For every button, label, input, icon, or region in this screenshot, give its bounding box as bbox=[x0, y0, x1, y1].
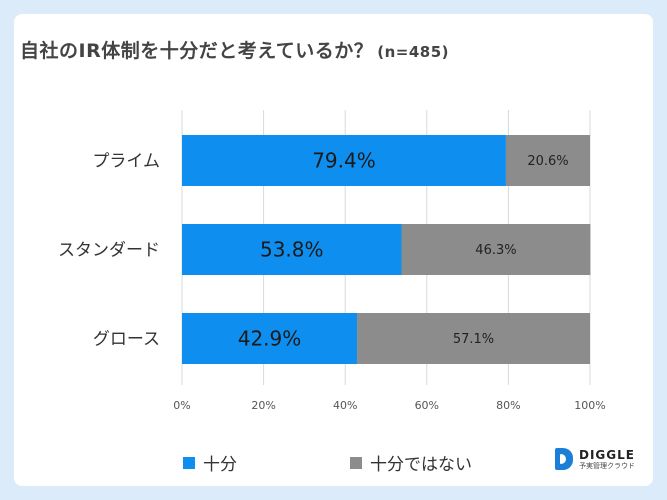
sample-size: (n=485) bbox=[377, 43, 450, 61]
bar-segment bbox=[357, 313, 590, 364]
legend-label-enough: 十分 bbox=[203, 455, 237, 475]
legend-item-not-enough: 十分ではない bbox=[350, 450, 472, 475]
data-label: 46.3% bbox=[475, 243, 516, 258]
x-tick-label: 100% bbox=[574, 399, 605, 412]
bar-segment bbox=[401, 224, 591, 275]
x-tick-label: 40% bbox=[333, 399, 357, 412]
x-tick-label: 80% bbox=[496, 399, 520, 412]
data-label: 79.4% bbox=[312, 149, 376, 173]
category-label: プライム bbox=[92, 152, 160, 172]
x-tick-label: 20% bbox=[251, 399, 275, 412]
category-label: グロース bbox=[93, 330, 160, 350]
category-label: スタンダード bbox=[58, 241, 160, 261]
diggle-logo-icon bbox=[555, 448, 573, 470]
bar-segment bbox=[182, 313, 358, 364]
data-label: 20.6% bbox=[527, 154, 568, 169]
legend-swatch-enough bbox=[183, 456, 195, 469]
x-tick-label: 60% bbox=[415, 399, 439, 412]
bar-segment bbox=[182, 135, 506, 186]
data-label: 53.8% bbox=[260, 238, 324, 262]
bar-segment bbox=[182, 224, 402, 275]
diggle-logo-tagline: 予実管理クラウド bbox=[579, 461, 635, 470]
chart-title-text: 自社のIR体制を十分だと考えているか？ bbox=[20, 40, 374, 62]
x-tick-label: 0% bbox=[173, 399, 190, 412]
legend-swatch-not-enough bbox=[350, 456, 362, 469]
data-label: 42.9% bbox=[238, 327, 302, 351]
legend-label-not-enough: 十分ではない bbox=[370, 455, 472, 475]
chart-title: 自社のIR体制を十分だと考えているか？ (n=485) bbox=[20, 36, 449, 63]
legend-item-enough: 十分 bbox=[183, 450, 237, 475]
diggle-logo: DIGGLE 予実管理クラウド bbox=[555, 448, 635, 470]
bar-segment bbox=[505, 135, 590, 186]
data-label: 57.1% bbox=[453, 332, 494, 347]
diggle-logo-name: DIGGLE bbox=[579, 447, 635, 462]
